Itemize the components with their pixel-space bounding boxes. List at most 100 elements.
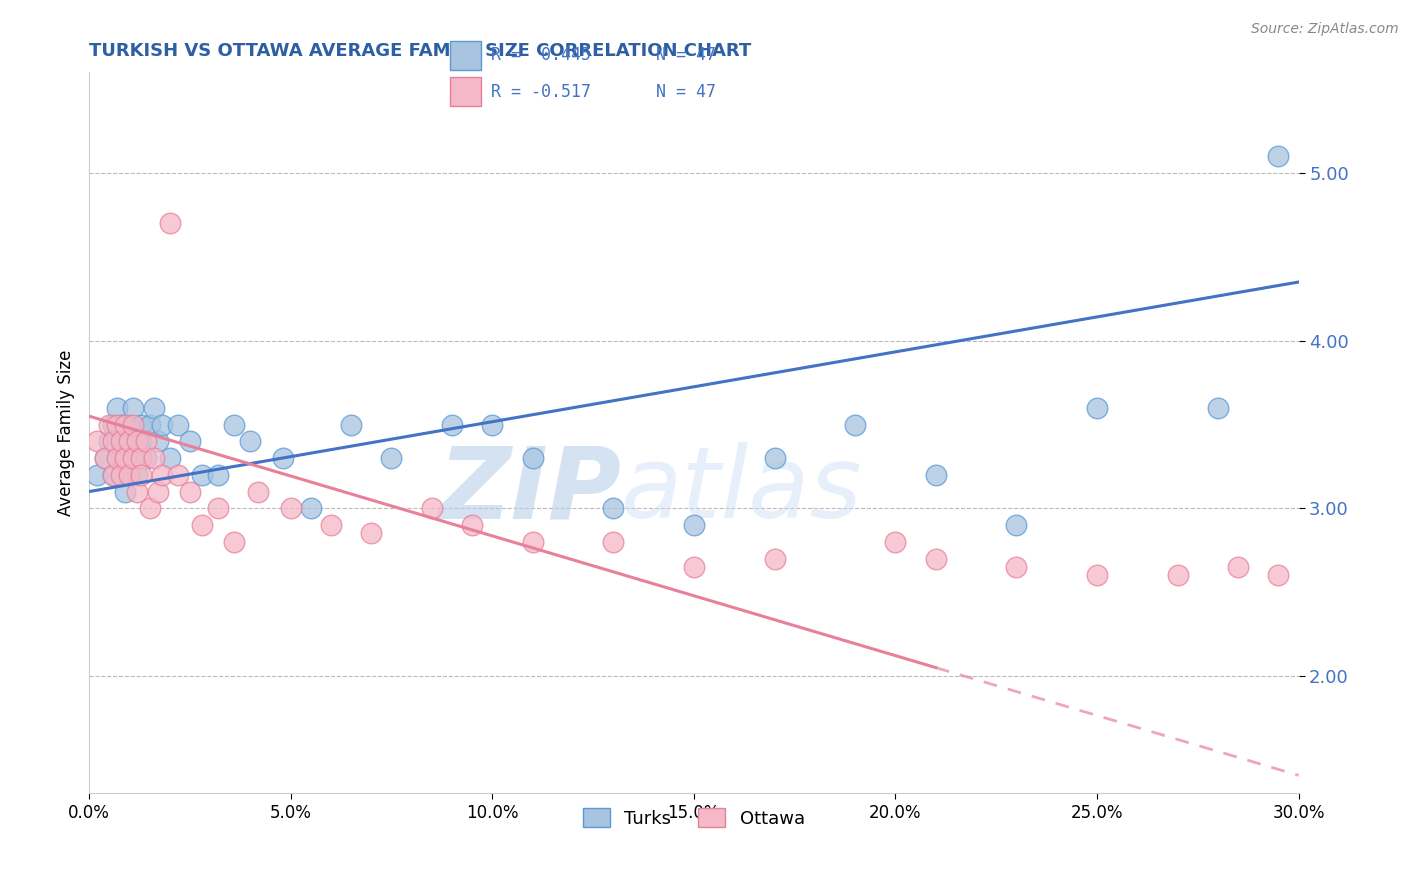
Point [86,467,108,482]
Point [271,450,294,465]
Point [127,434,149,449]
Text: ZIP: ZIP [439,442,621,539]
Point [134,434,156,449]
Point [191,518,214,533]
Point [146,484,169,499]
Point [110,434,132,449]
Point [925,467,948,482]
Point [122,450,145,465]
Point [179,484,201,499]
Point [1085,568,1108,582]
Point [1267,568,1289,582]
Point [114,450,136,465]
Point [380,450,402,465]
Point [105,401,128,415]
Point [131,417,153,432]
Legend: Turks, Ottawa: Turks, Ottawa [575,801,813,835]
Point [142,450,165,465]
Point [925,551,948,566]
Point [844,417,866,432]
Point [1227,560,1250,574]
Point [420,501,443,516]
Bar [450,78,481,106]
Point [134,450,156,465]
Point [224,417,246,432]
Bar [450,41,481,70]
Point [127,484,149,499]
Point [166,467,188,482]
Point [103,467,125,482]
Point [110,467,132,482]
Point [207,501,229,516]
Point [98,434,121,449]
Point [114,484,136,499]
Point [103,467,125,482]
Point [360,526,382,541]
Point [159,216,181,230]
Point [280,501,302,516]
Point [122,417,145,432]
Point [683,518,706,533]
Point [319,518,342,533]
Point [131,434,153,449]
Point [166,417,188,432]
Point [146,434,169,449]
Point [103,434,125,449]
Point [94,450,117,465]
Point [127,467,149,482]
Point [239,434,262,449]
Point [127,434,149,449]
Point [142,401,165,415]
Point [118,467,141,482]
Point [1005,518,1028,533]
Point [138,417,160,432]
Point [247,484,270,499]
Text: N = 47: N = 47 [657,83,717,101]
Point [884,534,907,549]
Point [150,417,173,432]
Point [763,551,786,566]
Point [224,534,246,549]
Point [461,518,484,533]
Point [131,467,153,482]
Y-axis label: Average Family Size: Average Family Size [58,350,75,516]
Point [105,417,128,432]
Point [1085,401,1108,415]
Point [179,434,201,449]
Point [94,450,117,465]
Point [86,434,108,449]
Point [440,417,463,432]
Text: R =  0.445: R = 0.445 [491,46,591,64]
Text: Source: ZipAtlas.com: Source: ZipAtlas.com [1251,22,1399,37]
Point [191,467,214,482]
Point [110,417,132,432]
Text: N = 47: N = 47 [657,46,717,64]
Point [1167,568,1189,582]
Point [105,450,128,465]
Point [118,467,141,482]
Point [105,450,128,465]
Point [522,450,544,465]
Point [159,450,181,465]
Point [340,417,363,432]
Point [481,417,503,432]
Point [299,501,322,516]
Point [1005,560,1028,574]
Point [522,534,544,549]
Point [207,467,229,482]
Point [122,401,145,415]
Point [150,467,173,482]
Text: TURKISH VS OTTAWA AVERAGE FAMILY SIZE CORRELATION CHART: TURKISH VS OTTAWA AVERAGE FAMILY SIZE CO… [89,42,751,60]
Point [122,450,145,465]
Point [114,417,136,432]
Text: atlas: atlas [621,442,863,539]
Point [118,417,141,432]
Point [1206,401,1229,415]
Point [683,560,706,574]
Point [114,434,136,449]
Point [602,534,624,549]
Point [103,417,125,432]
Point [138,501,160,516]
Point [131,450,153,465]
Point [763,450,786,465]
